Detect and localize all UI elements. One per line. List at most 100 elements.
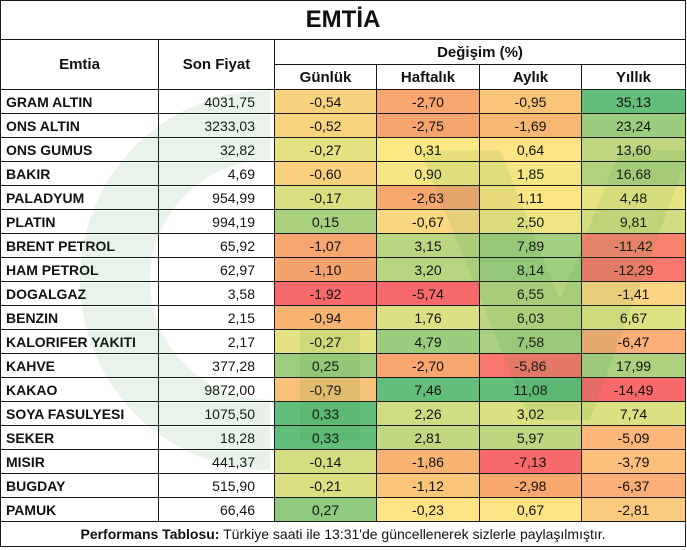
daily-change: -0,14 — [274, 449, 377, 474]
table-row: DOGALGAZ 3,58 -1,92 -5,74 6,55 -1,41 — [0, 281, 687, 306]
daily-change: -1,92 — [274, 281, 377, 306]
last-price: 994,19 — [158, 209, 275, 234]
weekly-change: 4,79 — [376, 329, 480, 354]
weekly-change: 2,81 — [376, 425, 480, 450]
yearly-change: -14,49 — [580, 377, 687, 402]
monthly-change: 0,64 — [479, 137, 582, 162]
monthly-change: 1,85 — [479, 161, 582, 186]
commodity-name: BAKIR — [0, 161, 159, 186]
column-header-price: Son Fiyat — [158, 39, 275, 90]
commodity-name: KAHVE — [0, 353, 159, 378]
monthly-change: 6,03 — [479, 305, 582, 330]
last-price: 3,58 — [158, 281, 275, 306]
yearly-change: -1,41 — [580, 281, 687, 306]
weekly-change: -2,63 — [376, 185, 480, 210]
daily-change: -0,79 — [274, 377, 377, 402]
last-price: 1075,50 — [158, 401, 275, 426]
monthly-change: 7,89 — [479, 233, 582, 258]
footer-text: Türkiye saati ile 13:31'de güncellenerek… — [219, 526, 606, 542]
column-header-daily: Günlük — [274, 64, 377, 90]
weekly-change: -2,70 — [376, 353, 480, 378]
weekly-change: -2,70 — [376, 89, 480, 114]
weekly-change: -2,75 — [376, 113, 480, 138]
table-row: PALADYUM 954,99 -0,17 -2,63 1,11 4,48 — [0, 185, 687, 210]
commodity-name: DOGALGAZ — [0, 281, 159, 306]
daily-change: 0,15 — [274, 209, 377, 234]
weekly-change: -0,23 — [376, 497, 480, 522]
daily-change: -1,07 — [274, 233, 377, 258]
commodity-name: SEKER — [0, 425, 159, 450]
yearly-change: 13,60 — [580, 137, 687, 162]
daily-change: -0,21 — [274, 473, 377, 498]
yearly-change: -6,47 — [580, 329, 687, 354]
yearly-change: 35,13 — [580, 89, 687, 114]
table-row: ONS ALTIN 3233,03 -0,52 -2,75 -1,69 23,24 — [0, 113, 687, 138]
monthly-change: 1,11 — [479, 185, 582, 210]
commodity-name: BRENT PETROL — [0, 233, 159, 258]
last-price: 954,99 — [158, 185, 275, 210]
commodity-name: KALORIFER YAKITI — [0, 329, 159, 354]
daily-change: 0,27 — [274, 497, 377, 522]
monthly-change: 6,55 — [479, 281, 582, 306]
daily-change: 0,33 — [274, 401, 377, 426]
daily-change: -0,27 — [274, 329, 377, 354]
last-price: 62,97 — [158, 257, 275, 282]
commodity-name: BUGDAY — [0, 473, 159, 498]
weekly-change: 1,76 — [376, 305, 480, 330]
table-row: BRENT PETROL 65,92 -1,07 3,15 7,89 -11,42 — [0, 233, 687, 258]
yearly-change: -11,42 — [580, 233, 687, 258]
commodity-name: HAM PETROL — [0, 257, 159, 282]
last-price: 515,90 — [158, 473, 275, 498]
footer-label: Performans Tablosu: — [80, 526, 220, 542]
yearly-change: 7,74 — [580, 401, 687, 426]
yearly-change: 6,67 — [580, 305, 687, 330]
last-price: 9872,00 — [158, 377, 275, 402]
monthly-change: -0,95 — [479, 89, 582, 114]
table-row: KAKAO 9872,00 -0,79 7,46 11,08 -14,49 — [0, 377, 687, 402]
monthly-change: 3,02 — [479, 401, 582, 426]
commodity-name: PALADYUM — [0, 185, 159, 210]
weekly-change: 3,20 — [376, 257, 480, 282]
table-row: BENZIN 2,15 -0,94 1,76 6,03 6,67 — [0, 305, 687, 330]
last-price: 2,15 — [158, 305, 275, 330]
daily-change: -1,10 — [274, 257, 377, 282]
daily-change: -0,60 — [274, 161, 377, 186]
monthly-change: 11,08 — [479, 377, 582, 402]
last-price: 3233,03 — [158, 113, 275, 138]
table-row: SOYA FASULYESI 1075,50 0,33 2,26 3,02 7,74 — [0, 401, 687, 426]
table-row: SEKER 18,28 0,33 2,81 5,97 -5,09 — [0, 425, 687, 450]
yearly-change: -5,09 — [580, 425, 687, 450]
column-header-name: Emtia — [0, 39, 159, 90]
footer-note: Performans Tablosu: Türkiye saati ile 13… — [0, 521, 687, 547]
commodity-name: MISIR — [0, 449, 159, 474]
commodity-rows: GRAM ALTIN 4031,75 -0,54 -2,70 -0,95 35,13 ONS… — [0, 89, 687, 522]
commodity-name: PLATIN — [0, 209, 159, 234]
monthly-change: -5,86 — [479, 353, 582, 378]
table-row: KALORIFER YAKITI 2,17 -0,27 4,79 7,58 -6,47 — [0, 329, 687, 354]
daily-change: -0,52 — [274, 113, 377, 138]
weekly-change: 0,90 — [376, 161, 480, 186]
yearly-change: -3,79 — [580, 449, 687, 474]
last-price: 377,28 — [158, 353, 275, 378]
column-group-change: Değişim (%) — [273, 39, 687, 65]
table-row: HAM PETROL 62,97 -1,10 3,20 8,14 -12,29 — [0, 257, 687, 282]
daily-change: -0,94 — [274, 305, 377, 330]
yearly-change: 23,24 — [580, 113, 687, 138]
daily-change: 0,25 — [274, 353, 377, 378]
table-row: MISIR 441,37 -0,14 -1,86 -7,13 -3,79 — [0, 449, 687, 474]
weekly-change: 0,31 — [376, 137, 480, 162]
daily-change: -0,27 — [274, 137, 377, 162]
weekly-change: 2,26 — [376, 401, 480, 426]
commodity-name: BENZIN — [0, 305, 159, 330]
monthly-change: 5,97 — [479, 425, 582, 450]
weekly-change: -0,67 — [376, 209, 480, 234]
monthly-change: -1,69 — [479, 113, 582, 138]
monthly-change: 7,58 — [479, 329, 582, 354]
last-price: 66,46 — [158, 497, 275, 522]
table-title: EMTİA — [0, 0, 687, 40]
monthly-change: -7,13 — [479, 449, 582, 474]
commodity-name: GRAM ALTIN — [0, 89, 159, 114]
daily-change: -0,54 — [274, 89, 377, 114]
daily-change: -0,17 — [274, 185, 377, 210]
